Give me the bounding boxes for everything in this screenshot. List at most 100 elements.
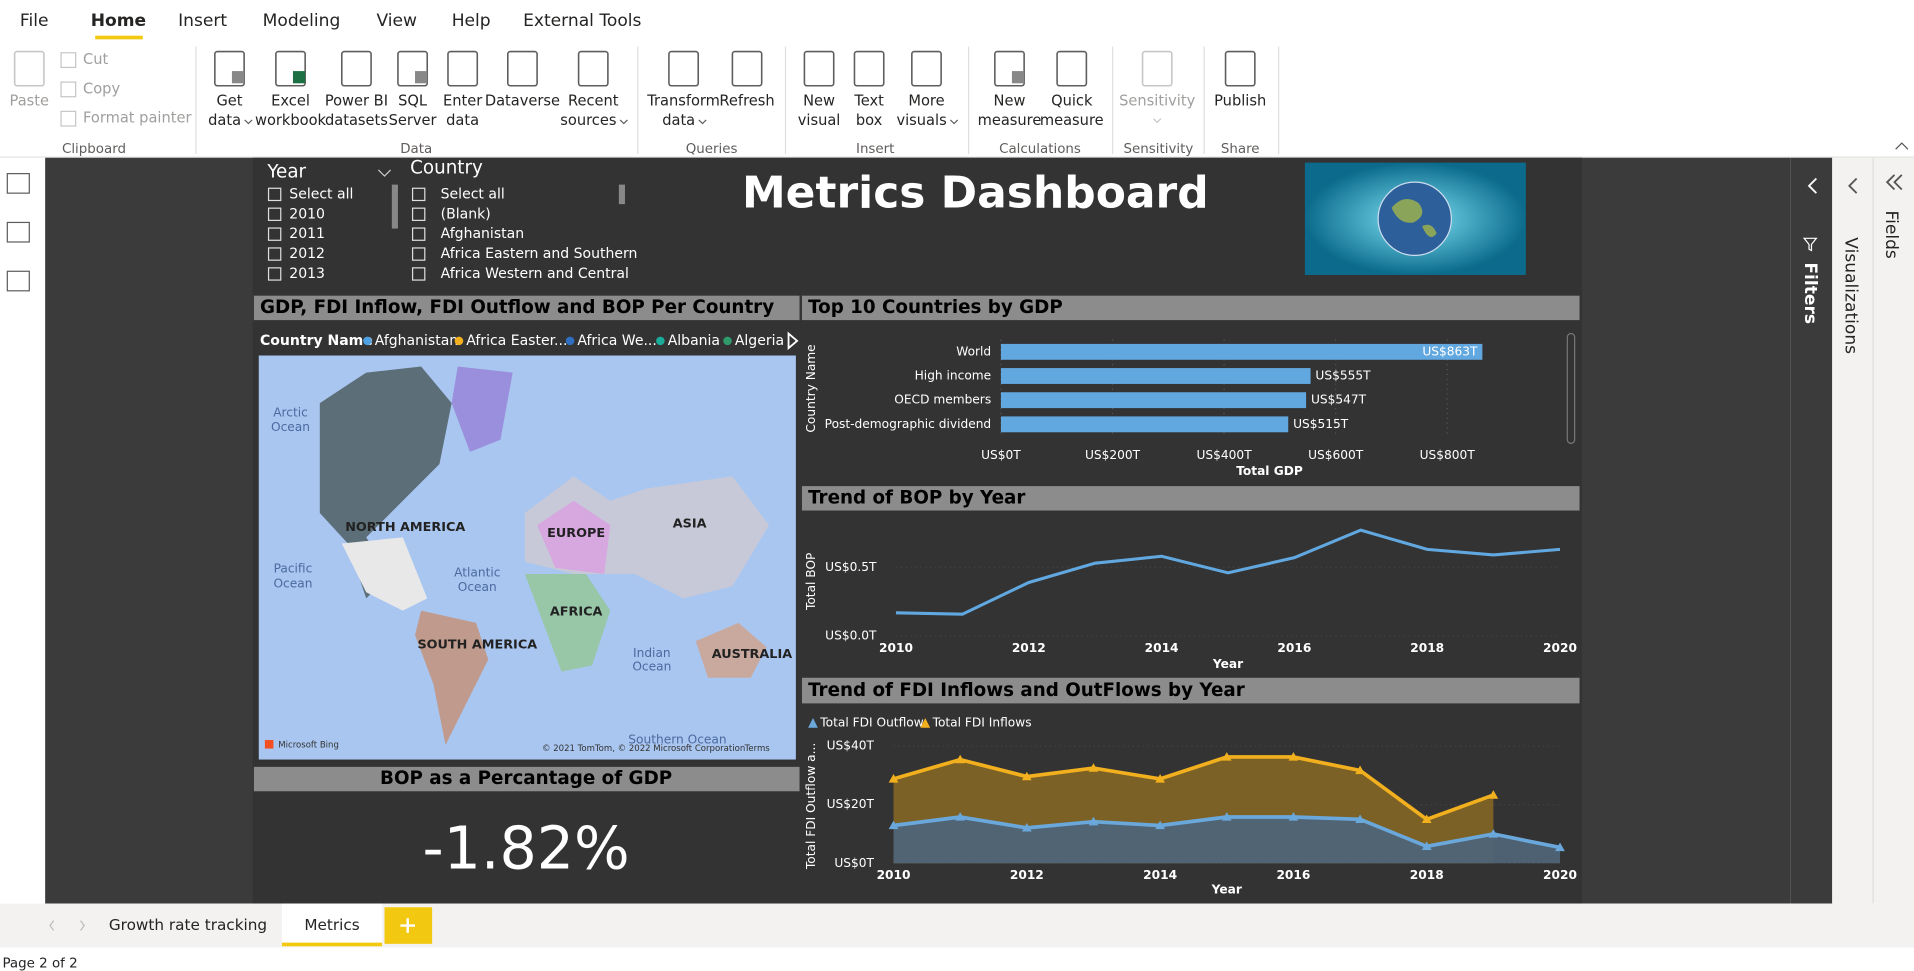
bar[interactable] <box>1000 343 1483 360</box>
point-marker[interactable] <box>1488 829 1499 838</box>
point-marker[interactable] <box>1421 814 1432 824</box>
button-label[interactable]: Transform <box>646 93 720 110</box>
checkbox[interactable] <box>267 227 282 241</box>
checkbox[interactable] <box>411 227 426 241</box>
point-marker[interactable] <box>1488 790 1499 799</box>
point-marker[interactable] <box>955 754 966 764</box>
button-label[interactable]: Enter <box>443 93 483 110</box>
small-button[interactable]: Format painter <box>83 110 192 127</box>
data-view-icon[interactable] <box>6 221 30 243</box>
point-marker[interactable] <box>1221 752 1232 761</box>
pane-label[interactable]: Visualizations <box>1841 237 1861 354</box>
button-icon[interactable] <box>1224 50 1256 87</box>
button-label[interactable]: Get <box>216 93 242 110</box>
report-view-icon[interactable] <box>6 173 30 194</box>
button-icon[interactable] <box>1056 50 1088 87</box>
point-marker[interactable] <box>1155 774 1166 783</box>
button-label[interactable]: Power BI <box>325 93 388 110</box>
slicer-item[interactable]: Afghanistan <box>441 226 524 242</box>
checkbox[interactable] <box>411 267 426 281</box>
button-icon[interactable] <box>447 50 479 87</box>
button-label[interactable]: data <box>446 112 479 129</box>
checkbox[interactable] <box>267 187 282 202</box>
checkbox[interactable] <box>411 207 426 221</box>
button-label[interactable]: measure <box>978 112 1042 129</box>
button-icon[interactable] <box>668 50 700 87</box>
button-label[interactable]: box <box>856 112 883 129</box>
button-label[interactable]: New <box>803 93 835 110</box>
point-marker[interactable] <box>1288 812 1299 821</box>
slicer-item[interactable]: 2010 <box>289 206 325 222</box>
legend-label[interactable]: Africa We... <box>577 333 656 349</box>
filters-pane[interactable] <box>1790 157 1833 904</box>
point-marker[interactable] <box>1421 841 1432 850</box>
point-marker[interactable] <box>888 820 899 830</box>
button-icon[interactable] <box>275 50 306 87</box>
legend-label[interactable]: Algeria <box>735 333 784 349</box>
ribbon-tab[interactable]: Modeling <box>263 11 341 31</box>
slicer-item[interactable]: Select all <box>441 186 505 202</box>
checkbox[interactable] <box>267 247 282 261</box>
button-icon[interactable] <box>994 50 1025 87</box>
pane-label[interactable]: Filters <box>1800 262 1820 324</box>
slicer-item[interactable]: 2013 <box>289 266 325 282</box>
point-marker[interactable] <box>888 774 899 783</box>
button-icon[interactable] <box>507 50 538 87</box>
button-label[interactable]: datasets <box>325 112 388 129</box>
ribbon-tab[interactable]: File <box>20 11 49 31</box>
legend-label[interactable]: Albania <box>668 333 720 349</box>
point-marker[interactable] <box>1088 816 1099 826</box>
tab-scroll[interactable] <box>49 920 85 931</box>
ribbon-tab[interactable]: External Tools <box>523 11 641 31</box>
ribbon-tab[interactable]: Home <box>91 11 146 31</box>
button-label[interactable]: Paste <box>10 93 49 110</box>
checkbox[interactable] <box>411 187 426 202</box>
button-label[interactable]: Recent <box>568 93 619 110</box>
map-credit[interactable]: Terms <box>744 744 771 754</box>
button-label[interactable]: Server <box>389 112 438 129</box>
model-view-icon[interactable] <box>6 270 30 292</box>
slicer-item[interactable]: 2011 <box>289 226 325 242</box>
point-marker[interactable] <box>1355 765 1365 775</box>
point-marker[interactable] <box>955 812 966 821</box>
slicer-chevron[interactable] <box>377 169 392 177</box>
point-marker[interactable] <box>1088 763 1099 772</box>
point-marker[interactable] <box>1021 771 1032 781</box>
button-icon[interactable] <box>731 50 763 87</box>
button-label[interactable]: Dataverse <box>485 93 560 110</box>
slicer-item[interactable]: Select all <box>289 186 353 202</box>
point-marker[interactable] <box>1355 814 1365 824</box>
page-tab[interactable]: Metrics <box>304 916 359 934</box>
button-icon[interactable] <box>397 50 429 87</box>
button-label[interactable]: More <box>908 93 944 110</box>
pane-collapse[interactable] <box>1848 177 1858 194</box>
slicer-item[interactable]: 2012 <box>289 246 325 262</box>
legend-label[interactable]: Total FDI Outflow <box>819 715 923 729</box>
pane-collapse[interactable] <box>1807 177 1817 194</box>
button-icon[interactable] <box>340 50 372 87</box>
slicer-item[interactable]: (Blank) <box>441 206 491 222</box>
scrollbar[interactable] <box>1566 332 1576 444</box>
point-marker[interactable] <box>1155 820 1166 830</box>
bar[interactable] <box>1000 368 1311 384</box>
button-icon[interactable] <box>577 50 609 87</box>
button-icon[interactable] <box>911 50 942 87</box>
button-label[interactable]: data <box>208 112 241 129</box>
legend-label[interactable]: Total FDI Inflows <box>932 715 1032 729</box>
button-label[interactable]: workbook <box>255 112 327 129</box>
button-label[interactable]: Publish <box>1214 93 1266 110</box>
checkbox[interactable] <box>267 267 282 281</box>
checkbox[interactable] <box>267 207 282 221</box>
ribbon-collapse[interactable] <box>1895 142 1909 150</box>
button-label[interactable]: Text <box>853 93 884 110</box>
point-marker[interactable] <box>1555 842 1565 852</box>
bar[interactable] <box>1000 416 1289 433</box>
pane-collapse[interactable] <box>1885 174 1903 191</box>
point-marker[interactable] <box>1288 752 1299 761</box>
legend-label[interactable]: Africa Easter... <box>466 333 567 349</box>
button-icon[interactable] <box>803 50 835 87</box>
button-icon[interactable] <box>853 50 885 87</box>
button-icon[interactable] <box>1141 50 1173 87</box>
checkbox[interactable] <box>411 247 426 261</box>
button-label[interactable]: measure <box>1040 112 1104 129</box>
